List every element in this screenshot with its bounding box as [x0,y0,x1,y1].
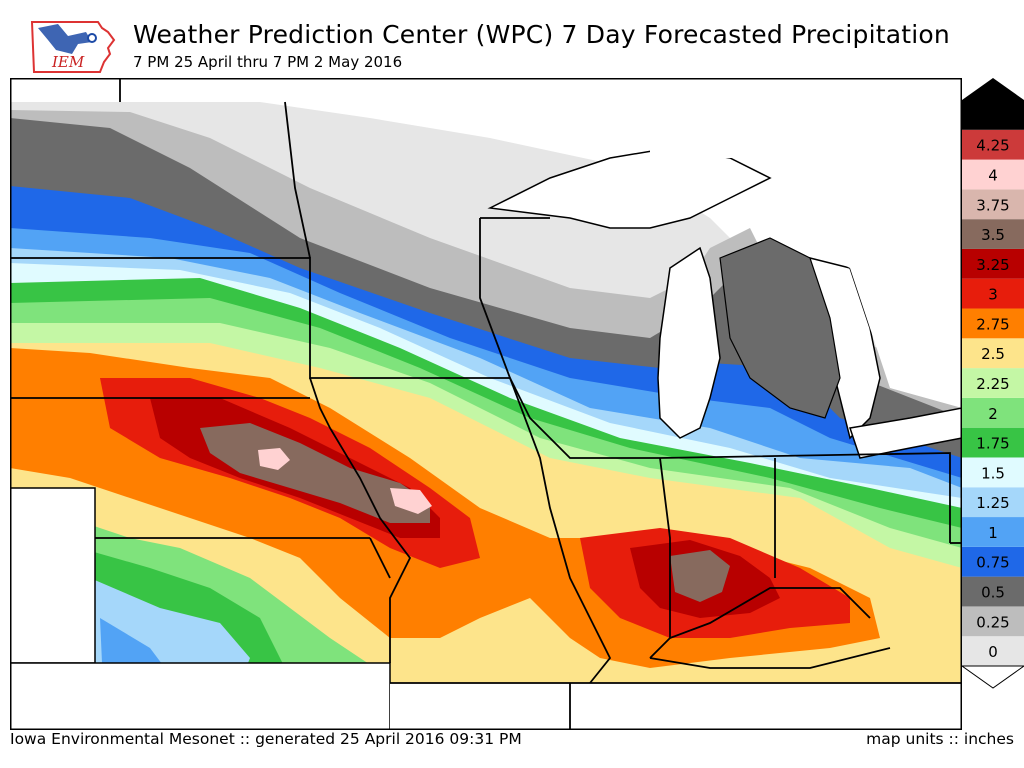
legend-bin-4 [962,517,1024,547]
lower-michigan-gray [719,237,841,419]
white-ontario-area [770,158,962,408]
legend-bin-0 [962,636,1024,666]
legend-label-8: 2 [988,405,998,423]
legend-bin-12 [962,278,1024,309]
legend-bin-14 [962,219,1024,249]
legend-bottom-arrow [962,665,1024,689]
legend-label-7: 1.75 [976,435,1009,453]
legend-bin-17 [962,129,1024,160]
legend-bin-15 [962,189,1024,220]
legend-label-2: 0.5 [981,584,1005,602]
legend-label-16: 4 [988,166,998,184]
legend-label-15: 3.75 [976,196,1009,214]
legend-bin-3 [962,546,1024,577]
legend-label-4: 1 [988,524,998,542]
legend-label-5: 1.25 [976,494,1009,512]
legend-label-9: 2.25 [976,375,1009,393]
legend-bin-9 [962,368,1024,398]
legend-bin-8 [962,397,1024,428]
legend-bin-11 [962,308,1024,339]
legend-label-3: 0.75 [976,554,1009,572]
legend-bin-18 [962,100,1024,130]
lake-michigan [657,246,721,439]
legend-top-arrow [962,78,1024,100]
legend-label-14: 3.5 [981,226,1005,244]
legend-bin-7 [962,427,1024,458]
mexico-white-1 [10,487,96,664]
lake-superior [487,147,772,229]
legend-label-17: 4.25 [976,137,1009,155]
page-subtitle: 7 PM 25 April thru 7 PM 2 May 2016 [133,53,403,71]
legend-bin-6 [962,457,1024,488]
precip-zone-35 [200,423,430,523]
footer-attribution: Iowa Environmental Mesonet :: generated … [10,730,522,748]
legend-bin-16 [962,159,1024,190]
precip-zone-375 [258,448,290,470]
legend-label-0: 0 [988,643,998,661]
south-white [390,683,962,730]
legend-label-13: 3.25 [976,256,1009,274]
iem-logo: IEM [30,21,116,73]
precip-zone-4 [390,488,432,514]
footer-units: map units :: inches [866,730,1014,748]
legend-label-18: 4.5 [981,107,1005,125]
legend-label-6: 1.5 [981,464,1005,482]
lake-erie [849,407,962,459]
map-frame [10,78,962,730]
mexico-white-2 [10,662,391,730]
page-title: Weather Prediction Center (WPC) 7 Day Fo… [133,20,950,49]
legend-label-11: 2.75 [976,315,1009,333]
legend-bin-2 [962,576,1024,607]
state-borders [10,78,962,730]
logo-text: IEM [51,53,85,71]
legend-bin-5 [962,487,1024,518]
legend-bin-10 [962,338,1024,369]
legend-label-1: 0.25 [976,613,1009,631]
canada-white [650,78,962,158]
precip-zone-35-east [670,550,730,602]
precipitation-map [10,78,962,730]
legend-label-12: 3 [988,286,998,304]
legend-bin-13 [962,248,1024,279]
precip-legend: 0 0.25 0.5 0.75 1 1.25 1.5 1.75 2 2.25 2.5 2.75 3 3.2… [962,78,1024,689]
legend-bin-1 [962,606,1024,637]
legend-label-10: 2.5 [981,345,1005,363]
